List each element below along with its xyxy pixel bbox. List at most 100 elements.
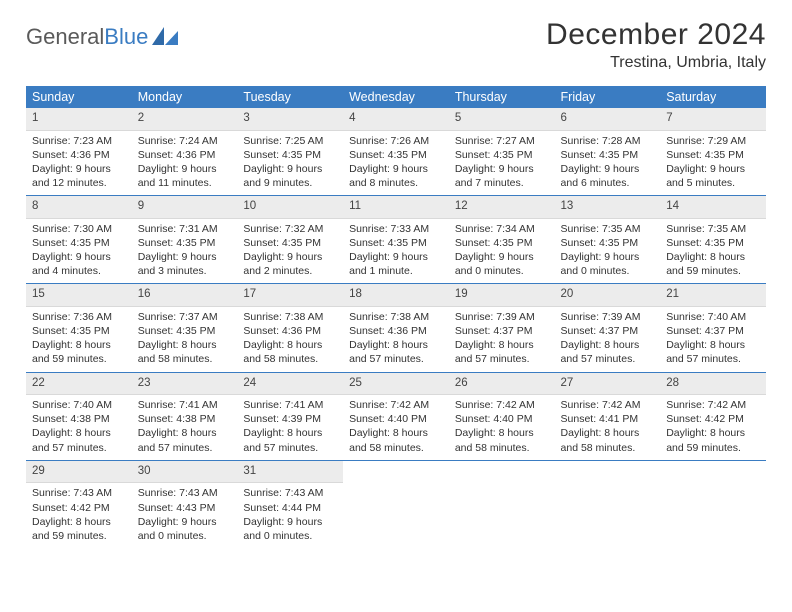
day-ss: Sunset: 4:36 PM xyxy=(349,324,443,338)
day-body: Sunrise: 7:38 AMSunset: 4:36 PMDaylight:… xyxy=(237,307,343,372)
calendar-day-cell: 29Sunrise: 7:43 AMSunset: 4:42 PMDayligh… xyxy=(26,460,132,548)
day-sr: Sunrise: 7:23 AM xyxy=(32,134,126,148)
day-d1: Daylight: 9 hours xyxy=(561,162,655,176)
day-ss: Sunset: 4:44 PM xyxy=(243,501,337,515)
day-ss: Sunset: 4:41 PM xyxy=(561,412,655,426)
day-number: 29 xyxy=(26,461,132,484)
day-ss: Sunset: 4:39 PM xyxy=(243,412,337,426)
day-number: 12 xyxy=(449,196,555,219)
day-ss: Sunset: 4:35 PM xyxy=(455,236,549,250)
day-body: Sunrise: 7:33 AMSunset: 4:35 PMDaylight:… xyxy=(343,219,449,284)
day-d1: Daylight: 8 hours xyxy=(349,426,443,440)
day-body: Sunrise: 7:42 AMSunset: 4:42 PMDaylight:… xyxy=(660,395,766,460)
calendar-day-cell: 14Sunrise: 7:35 AMSunset: 4:35 PMDayligh… xyxy=(660,196,766,284)
day-ss: Sunset: 4:35 PM xyxy=(32,324,126,338)
calendar-day-cell: 13Sunrise: 7:35 AMSunset: 4:35 PMDayligh… xyxy=(555,196,661,284)
day-number: 31 xyxy=(237,461,343,484)
day-d1: Daylight: 8 hours xyxy=(455,338,549,352)
day-number: 22 xyxy=(26,373,132,396)
day-ss: Sunset: 4:35 PM xyxy=(138,324,232,338)
weekday-header: Monday xyxy=(132,86,238,108)
day-sr: Sunrise: 7:39 AM xyxy=(561,310,655,324)
day-d2: and 0 minutes. xyxy=(455,264,549,278)
day-ss: Sunset: 4:35 PM xyxy=(243,236,337,250)
day-d2: and 1 minute. xyxy=(349,264,443,278)
calendar-week-row: 15Sunrise: 7:36 AMSunset: 4:35 PMDayligh… xyxy=(26,284,766,372)
day-sr: Sunrise: 7:29 AM xyxy=(666,134,760,148)
calendar-day-cell: 10Sunrise: 7:32 AMSunset: 4:35 PMDayligh… xyxy=(237,196,343,284)
day-sr: Sunrise: 7:33 AM xyxy=(349,222,443,236)
day-number: 20 xyxy=(555,284,661,307)
day-body: Sunrise: 7:32 AMSunset: 4:35 PMDaylight:… xyxy=(237,219,343,284)
day-d2: and 59 minutes. xyxy=(666,441,760,455)
day-number: 9 xyxy=(132,196,238,219)
day-number: 18 xyxy=(343,284,449,307)
day-ss: Sunset: 4:37 PM xyxy=(666,324,760,338)
day-ss: Sunset: 4:40 PM xyxy=(455,412,549,426)
calendar-day-cell: 3Sunrise: 7:25 AMSunset: 4:35 PMDaylight… xyxy=(237,108,343,196)
calendar-day-cell xyxy=(449,460,555,548)
calendar-day-cell: 16Sunrise: 7:37 AMSunset: 4:35 PMDayligh… xyxy=(132,284,238,372)
day-body: Sunrise: 7:42 AMSunset: 4:40 PMDaylight:… xyxy=(343,395,449,460)
day-body: Sunrise: 7:42 AMSunset: 4:41 PMDaylight:… xyxy=(555,395,661,460)
day-d2: and 12 minutes. xyxy=(32,176,126,190)
day-d2: and 57 minutes. xyxy=(32,441,126,455)
day-d1: Daylight: 8 hours xyxy=(243,338,337,352)
day-number: 16 xyxy=(132,284,238,307)
calendar-day-cell: 2Sunrise: 7:24 AMSunset: 4:36 PMDaylight… xyxy=(132,108,238,196)
logo-word2: Blue xyxy=(104,24,148,49)
day-ss: Sunset: 4:38 PM xyxy=(138,412,232,426)
day-sr: Sunrise: 7:35 AM xyxy=(666,222,760,236)
day-d2: and 57 minutes. xyxy=(349,352,443,366)
day-d1: Daylight: 9 hours xyxy=(32,250,126,264)
day-number: 21 xyxy=(660,284,766,307)
day-ss: Sunset: 4:43 PM xyxy=(138,501,232,515)
day-d1: Daylight: 8 hours xyxy=(243,426,337,440)
calendar-week-row: 29Sunrise: 7:43 AMSunset: 4:42 PMDayligh… xyxy=(26,460,766,548)
day-body: Sunrise: 7:35 AMSunset: 4:35 PMDaylight:… xyxy=(555,219,661,284)
day-sr: Sunrise: 7:43 AM xyxy=(138,486,232,500)
day-number: 15 xyxy=(26,284,132,307)
month-title: December 2024 xyxy=(546,18,766,52)
day-number: 2 xyxy=(132,108,238,131)
day-sr: Sunrise: 7:25 AM xyxy=(243,134,337,148)
day-number: 8 xyxy=(26,196,132,219)
day-sr: Sunrise: 7:43 AM xyxy=(243,486,337,500)
day-number: 4 xyxy=(343,108,449,131)
day-d1: Daylight: 9 hours xyxy=(561,250,655,264)
day-sr: Sunrise: 7:31 AM xyxy=(138,222,232,236)
day-ss: Sunset: 4:37 PM xyxy=(455,324,549,338)
weekday-header: Sunday xyxy=(26,86,132,108)
day-sr: Sunrise: 7:41 AM xyxy=(138,398,232,412)
day-d2: and 6 minutes. xyxy=(561,176,655,190)
day-d2: and 58 minutes. xyxy=(138,352,232,366)
day-sr: Sunrise: 7:42 AM xyxy=(561,398,655,412)
calendar-day-cell: 15Sunrise: 7:36 AMSunset: 4:35 PMDayligh… xyxy=(26,284,132,372)
day-ss: Sunset: 4:35 PM xyxy=(455,148,549,162)
day-d1: Daylight: 9 hours xyxy=(243,515,337,529)
calendar-day-cell xyxy=(555,460,661,548)
day-ss: Sunset: 4:35 PM xyxy=(243,148,337,162)
day-d1: Daylight: 8 hours xyxy=(455,426,549,440)
logo-text: GeneralBlue xyxy=(26,24,148,50)
day-number: 14 xyxy=(660,196,766,219)
day-d2: and 57 minutes. xyxy=(455,352,549,366)
weekday-header: Saturday xyxy=(660,86,766,108)
day-body: Sunrise: 7:35 AMSunset: 4:35 PMDaylight:… xyxy=(660,219,766,284)
location-subtitle: Trestina, Umbria, Italy xyxy=(546,54,766,72)
day-d2: and 59 minutes. xyxy=(32,352,126,366)
day-sr: Sunrise: 7:35 AM xyxy=(561,222,655,236)
weekday-header-row: Sunday Monday Tuesday Wednesday Thursday… xyxy=(26,86,766,108)
calendar-week-row: 8Sunrise: 7:30 AMSunset: 4:35 PMDaylight… xyxy=(26,196,766,284)
calendar-day-cell xyxy=(660,460,766,548)
day-number: 26 xyxy=(449,373,555,396)
day-d2: and 0 minutes. xyxy=(243,529,337,543)
calendar-day-cell: 20Sunrise: 7:39 AMSunset: 4:37 PMDayligh… xyxy=(555,284,661,372)
day-body: Sunrise: 7:27 AMSunset: 4:35 PMDaylight:… xyxy=(449,131,555,196)
day-d1: Daylight: 8 hours xyxy=(138,426,232,440)
day-d1: Daylight: 8 hours xyxy=(349,338,443,352)
day-d1: Daylight: 8 hours xyxy=(32,515,126,529)
weekday-header: Tuesday xyxy=(237,86,343,108)
day-sr: Sunrise: 7:42 AM xyxy=(666,398,760,412)
day-number: 3 xyxy=(237,108,343,131)
